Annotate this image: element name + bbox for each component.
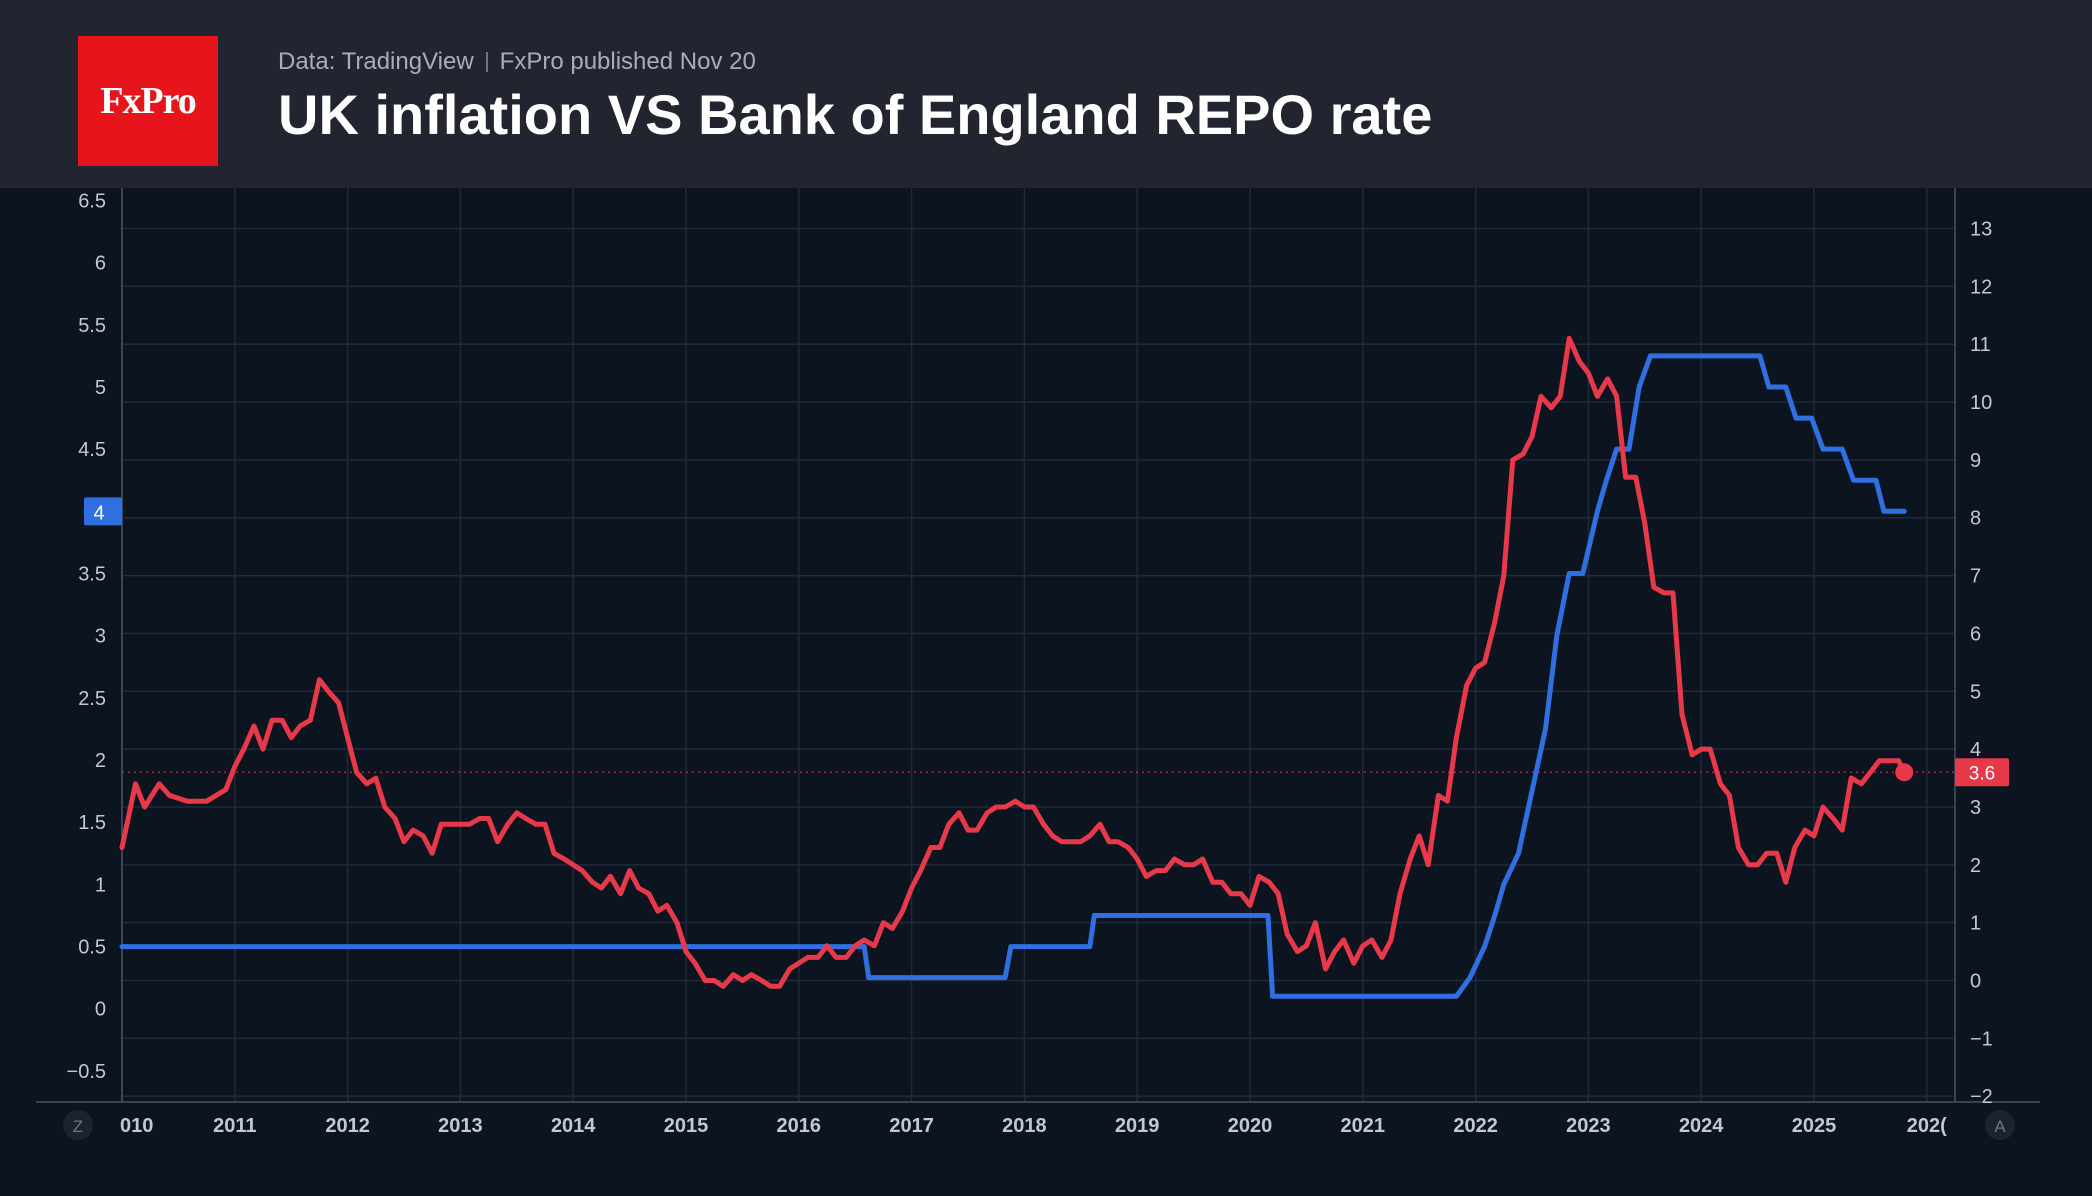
chart-meta: Data: TradingView FxPro published Nov 20: [278, 48, 756, 76]
left-tick-label: 0.5: [78, 937, 106, 959]
left-tick-label: 6: [95, 253, 106, 275]
right-tick-label: 6: [1970, 623, 1981, 645]
right-tick-label: 11: [1970, 334, 1991, 356]
x-tick-label: 010: [120, 1115, 153, 1137]
right-tick-label: 7: [1970, 566, 1981, 588]
right-tick-label: 5: [1970, 681, 1981, 703]
header-bar: FxPro Data: TradingView FxPro published …: [0, 0, 2092, 188]
left-tick-label: 0: [95, 999, 106, 1021]
repo-current-label: 4: [93, 502, 104, 524]
grid-lines: [121, 188, 1955, 1102]
x-tick-label: 2022: [1453, 1115, 1498, 1137]
x-tick-label: 2013: [438, 1115, 483, 1137]
corner-left-circle: [63, 1110, 93, 1140]
right-tick-label: 9: [1970, 450, 1981, 472]
left-tick-label: 5: [95, 377, 106, 399]
chart-title: UK inflation VS Bank of England REPO rat…: [278, 83, 1433, 146]
right-tick-label: 0: [1970, 971, 1981, 993]
right-tick-label: 3: [1970, 797, 1981, 819]
right-tick-label: 13: [1970, 218, 1992, 240]
corner-right-label: A: [1994, 1117, 2006, 1136]
inflation-last-point: [1895, 763, 1914, 782]
series-layer: [119, 335, 1955, 999]
right-tick-label: 1: [1970, 913, 1981, 935]
x-tick-label: 2021: [1341, 1115, 1386, 1137]
left-tick-label: 1: [95, 874, 106, 896]
right-tick-label: 2: [1970, 855, 1981, 877]
x-tick-label: 2011: [213, 1115, 256, 1137]
x-tick-label: 2017: [889, 1115, 934, 1137]
repo-rate-line: [119, 353, 1907, 999]
x-tick-label: 2020: [1228, 1115, 1273, 1137]
x-tick-label: 2015: [664, 1115, 709, 1137]
x-tick-label: 2018: [1002, 1115, 1047, 1137]
left-tick-label: 6.5: [78, 190, 106, 212]
x-tick-label: 2023: [1566, 1115, 1611, 1137]
data-source: Data: TradingView: [278, 48, 474, 75]
left-tick-label: −0.5: [67, 1061, 106, 1083]
inflation-line: [119, 335, 1907, 989]
inflation-current-badge: [1955, 758, 2009, 787]
left-tick-label: 5.5: [78, 315, 106, 337]
x-tick-label: 2024: [1679, 1115, 1724, 1137]
x-tick-label: 2019: [1115, 1115, 1160, 1137]
right-tick-label: 4: [1970, 739, 1981, 761]
left-tick-label: 2: [95, 750, 106, 772]
fxpro-logo: FxPro: [78, 36, 218, 166]
left-tick-label: 1.5: [78, 812, 106, 834]
meta-separator: [485, 52, 488, 72]
right-tick-label: 8: [1970, 508, 1981, 530]
inflation-current-label: 3.6: [1969, 763, 1995, 784]
right-tick-label: 12: [1970, 276, 1992, 298]
repo-current-badge: [84, 497, 122, 526]
axes: [36, 188, 2040, 1103]
left-tick-label: 3.5: [78, 563, 106, 585]
x-tick-label: 2014: [551, 1115, 596, 1137]
left-tick-label: 4.5: [78, 439, 106, 461]
right-tick-label: −2: [1970, 1086, 1993, 1108]
publish-info: FxPro published Nov 20: [499, 48, 756, 75]
x-tick-label: 2012: [325, 1115, 370, 1137]
x-tick-label: 202(: [1907, 1115, 1947, 1137]
x-tick-label: 2016: [777, 1115, 822, 1137]
axis-labels: 6.565.554.53.532.521.510.50−0.5131211109…: [63, 190, 2015, 1140]
corner-right-circle: [1985, 1110, 2015, 1140]
right-tick-label: 10: [1970, 392, 1992, 414]
right-tick-label: −1: [1970, 1028, 1993, 1050]
left-tick-label: 3: [95, 626, 106, 648]
left-tick-label: 2.5: [78, 688, 106, 710]
corner-left-label: Z: [73, 1117, 83, 1136]
x-tick-label: 2025: [1792, 1115, 1837, 1137]
